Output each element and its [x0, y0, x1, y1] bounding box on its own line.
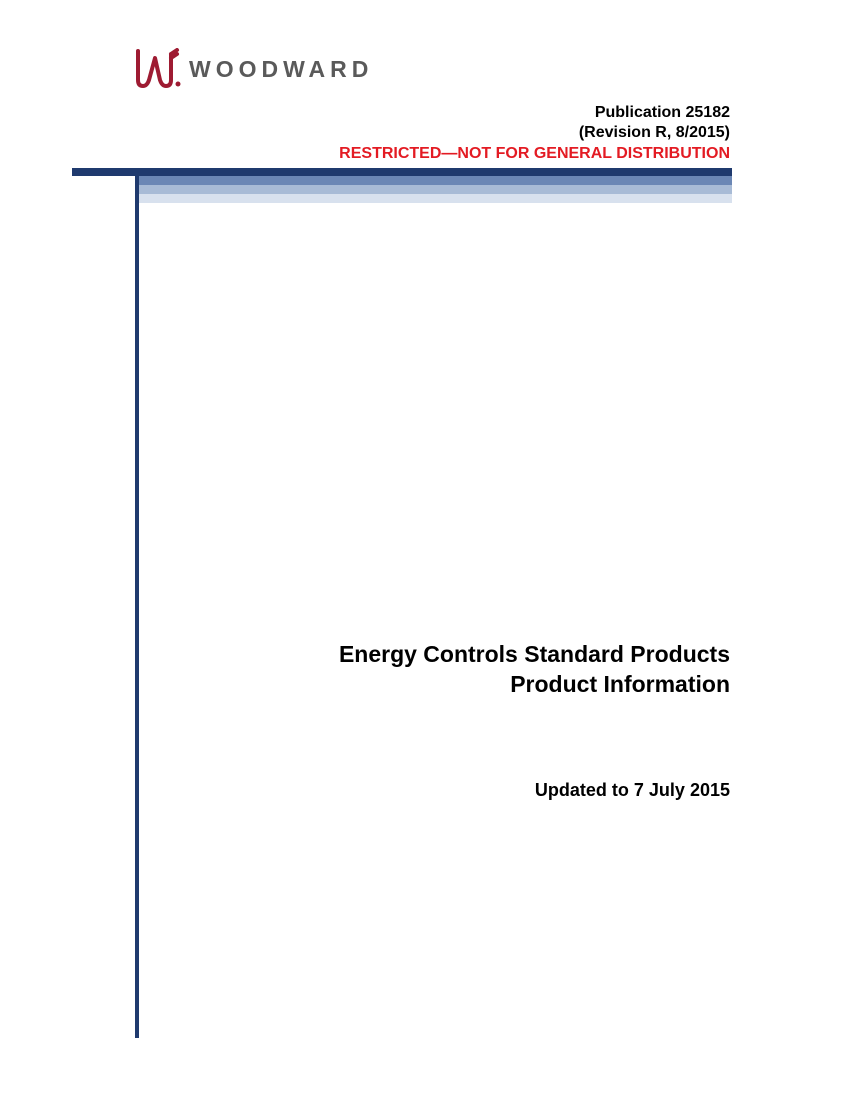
title-line-1: Energy Controls Standard Products [339, 640, 730, 670]
divider-bar-4 [135, 194, 732, 203]
restricted-notice: RESTRICTED—NOT FOR GENERAL DISTRIBUTION [339, 145, 730, 163]
logo-brand-text: WOODWARD [189, 56, 373, 83]
vertical-rule [135, 168, 139, 1038]
title-line-2: Product Information [339, 670, 730, 700]
document-page: WOODWARD Publication 25182 (Revision R, … [0, 0, 850, 1100]
divider-bar-3 [135, 185, 732, 194]
logo-area: WOODWARD [135, 48, 373, 90]
updated-info: Updated to 7 July 2015 [535, 780, 730, 801]
publication-number: Publication 25182 [339, 103, 730, 123]
document-title: Energy Controls Standard Products Produc… [339, 640, 730, 700]
divider-bar-1 [72, 168, 732, 176]
header-info: Publication 25182 (Revision R, 8/2015) R… [339, 103, 730, 163]
revision-info: (Revision R, 8/2015) [339, 123, 730, 143]
divider-bars [72, 168, 732, 203]
divider-bar-2 [135, 176, 732, 185]
updated-date: Updated to 7 July 2015 [535, 780, 730, 801]
woodward-logo-icon [135, 48, 181, 90]
